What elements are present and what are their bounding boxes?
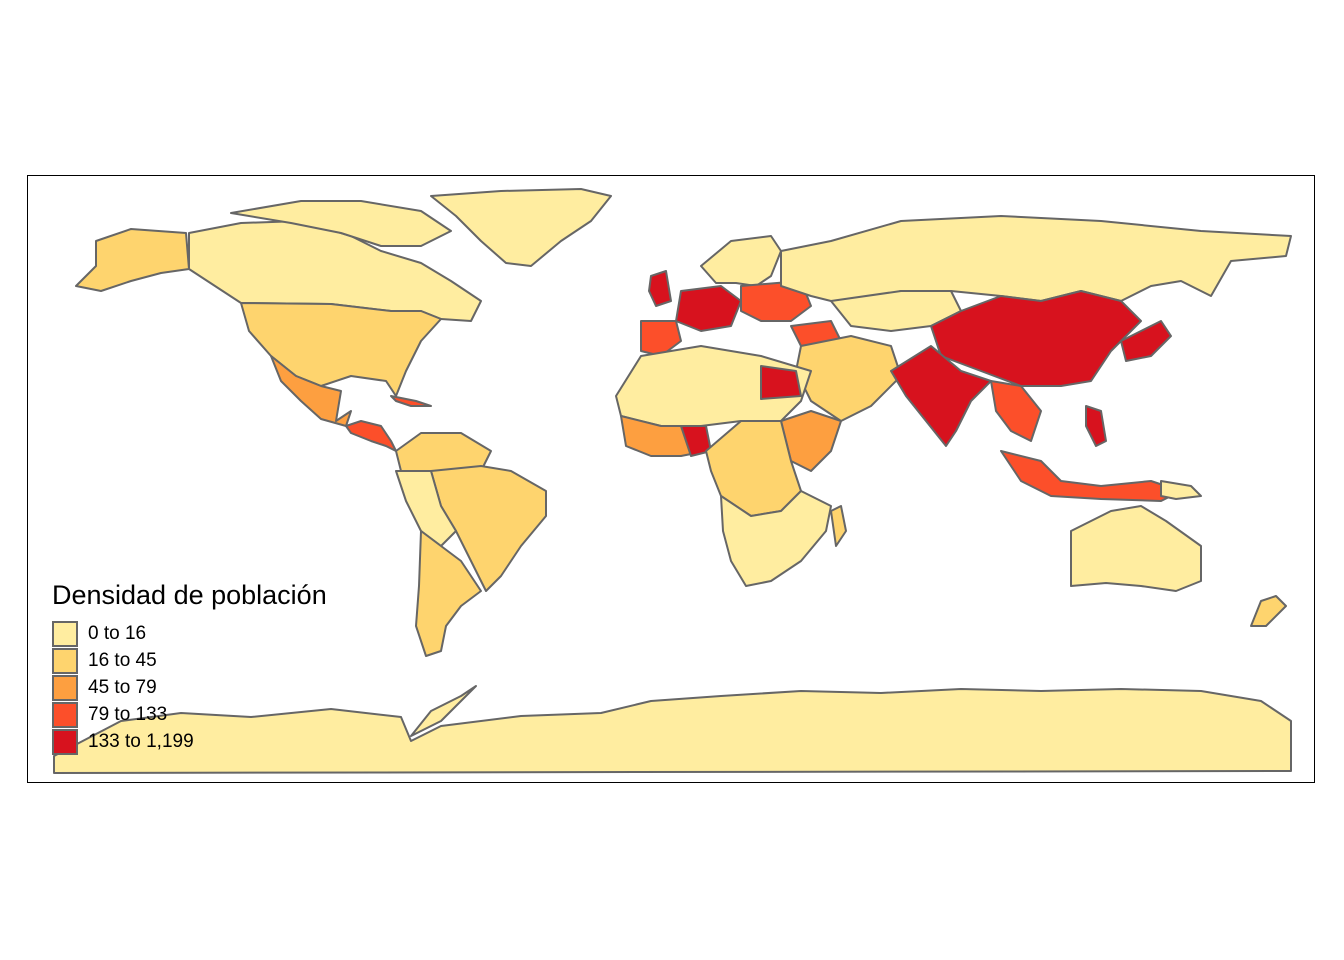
region-antarctic-peninsula xyxy=(410,685,477,737)
legend: Densidad de población 0 to 16 16 to 45 4… xyxy=(52,580,327,756)
legend-swatch xyxy=(52,675,78,701)
legend-swatch xyxy=(52,648,78,674)
legend-label: 45 to 79 xyxy=(88,677,157,698)
region-madagascar xyxy=(830,505,847,547)
region-iberia xyxy=(640,320,682,357)
legend-label: 79 to 133 xyxy=(88,704,168,725)
legend-title: Densidad de población xyxy=(52,580,327,610)
legend-item: 45 to 79 xyxy=(52,675,327,702)
region-central-america xyxy=(345,420,397,452)
region-british-isles xyxy=(648,270,672,307)
region-australia xyxy=(1070,505,1202,592)
region-philippines xyxy=(1085,405,1107,447)
region-alaska xyxy=(75,228,190,292)
legend-item: 133 to 1,199 xyxy=(52,729,327,756)
legend-swatch xyxy=(52,621,78,647)
region-papua-new-guinea xyxy=(1160,480,1202,500)
region-southern-africa xyxy=(720,490,832,587)
legend-item: 79 to 133 xyxy=(52,702,327,729)
legend-item: 16 to 45 xyxy=(52,648,327,675)
region-greenland xyxy=(430,188,612,267)
map-frame xyxy=(27,175,1315,783)
legend-swatch xyxy=(52,702,78,728)
legend-label: 0 to 16 xyxy=(88,623,147,644)
region-arctic-islands xyxy=(230,200,452,247)
region-india xyxy=(890,345,992,447)
region-mexico xyxy=(270,355,352,427)
region-china xyxy=(930,290,1142,387)
region-korea-japan xyxy=(1120,320,1172,362)
region-russia xyxy=(780,215,1292,302)
region-indonesia xyxy=(1000,450,1182,502)
legend-item: 0 to 16 xyxy=(52,621,327,648)
region-western-europe xyxy=(675,285,742,332)
world-choropleth-map xyxy=(53,188,1292,774)
region-northern-south-america xyxy=(395,432,492,472)
legend-label: 133 to 1,199 xyxy=(88,731,194,752)
region-new-zealand xyxy=(1250,595,1287,627)
region-egypt xyxy=(760,365,802,400)
region-cuba xyxy=(390,395,432,407)
region-scandinavia xyxy=(700,235,782,287)
region-southeast-asia xyxy=(990,380,1042,442)
legend-label: 16 to 45 xyxy=(88,650,157,671)
region-argentina-chile xyxy=(415,530,482,657)
region-peru-bolivia xyxy=(395,470,457,547)
region-antarctica xyxy=(53,688,1292,774)
region-middle-east xyxy=(795,335,902,422)
legend-swatch xyxy=(52,729,78,755)
region-usa xyxy=(240,302,442,397)
